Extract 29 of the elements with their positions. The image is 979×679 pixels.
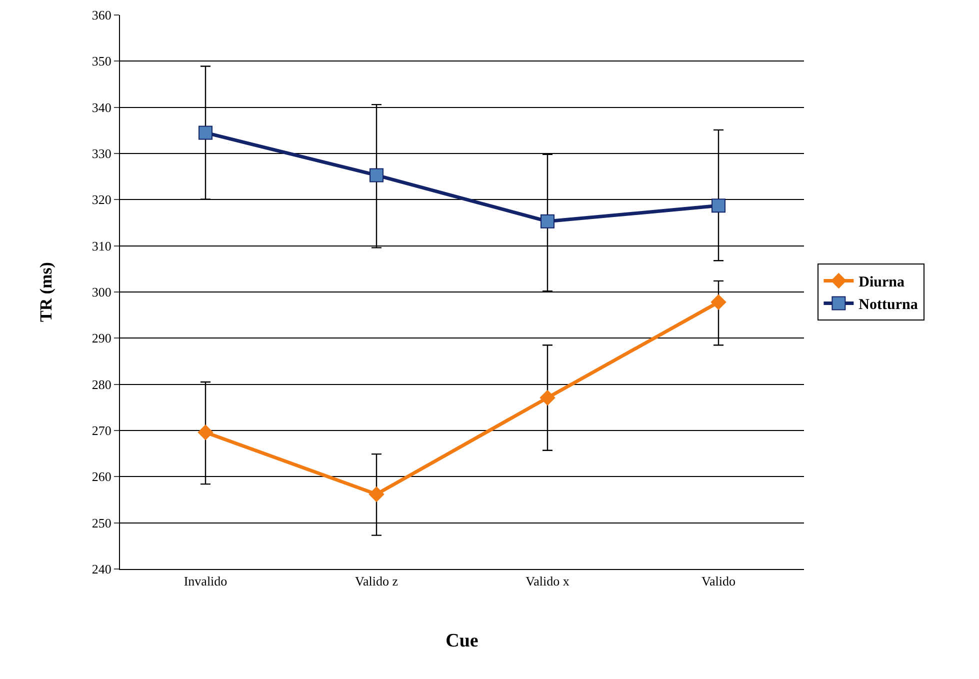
legend-label: Diurna xyxy=(858,274,906,291)
y-tick-label: 290 xyxy=(92,330,112,346)
x-tick-label: Invalido xyxy=(184,574,228,589)
y-tick-label: 260 xyxy=(92,469,112,484)
point xyxy=(540,390,556,406)
y-tick-label: 250 xyxy=(92,515,112,530)
x-tick-label: Valido x xyxy=(526,574,570,589)
x-axis-title: Cue xyxy=(446,630,478,652)
y-tick-label: 310 xyxy=(92,238,112,254)
y-tick-label: 240 xyxy=(92,562,112,577)
y-tick-label: 350 xyxy=(92,54,112,69)
legend-label: Notturna xyxy=(858,297,918,314)
y-tick-label: 360 xyxy=(92,8,112,23)
y-tick-label: 280 xyxy=(92,376,112,392)
y-axis-title: TR (ms) xyxy=(36,262,56,322)
point xyxy=(712,198,726,213)
y-tick-label: 320 xyxy=(92,192,112,208)
x-tick-label: Valido z xyxy=(355,574,398,589)
y-tick-label: 340 xyxy=(92,100,112,115)
point xyxy=(198,126,212,140)
point xyxy=(710,294,726,310)
point xyxy=(370,168,384,182)
point xyxy=(198,424,214,440)
y-tick-label: 330 xyxy=(92,146,112,162)
point xyxy=(368,486,384,502)
y-tick-label: 300 xyxy=(92,284,112,300)
x-tick-label: Valido xyxy=(702,574,736,589)
y-tick-label: 270 xyxy=(92,423,112,438)
point xyxy=(540,214,554,228)
